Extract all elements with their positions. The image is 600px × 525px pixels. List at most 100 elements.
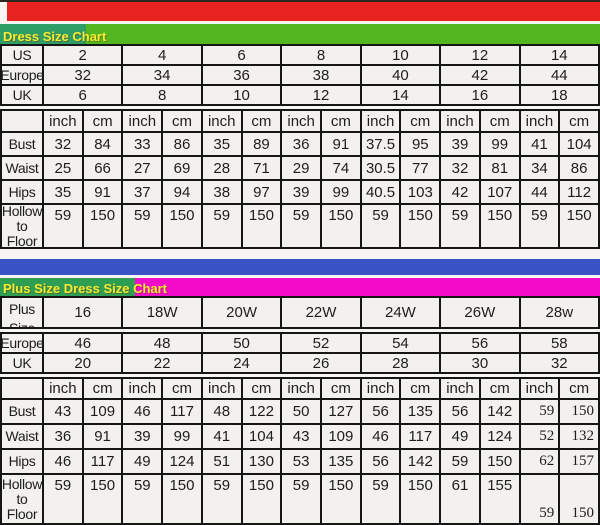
row-label: Bust	[1, 132, 43, 156]
unit-header-cell: inch	[122, 110, 163, 132]
measure-value-cell: 124	[162, 449, 202, 474]
measure-value-cell: 130	[241, 449, 282, 474]
unit-header-cell: cm	[400, 378, 441, 399]
unit-header-cell: inch	[440, 378, 480, 399]
unit-header-cell: cm	[162, 378, 202, 399]
row-label: Europe	[1, 65, 43, 85]
size-value-cell: 10	[201, 85, 282, 105]
measure-value-cell: 43	[43, 399, 83, 424]
measure-value-cell: 95	[400, 132, 441, 156]
size-value-cell: 10	[360, 45, 441, 65]
size-value-cell: 8	[281, 45, 361, 65]
row-label: Waist	[1, 424, 43, 449]
measure-value-cell: 51	[201, 449, 242, 474]
measure-value-cell: 150	[400, 204, 441, 248]
size-value-cell: 22W	[281, 297, 361, 328]
plus-chart-title: Plus Size Dress Size Chart	[3, 281, 168, 296]
size-value-cell: 56	[440, 333, 520, 353]
measure-value-cell: 59	[43, 474, 83, 524]
measure-value-cell: 59	[360, 204, 401, 248]
size-value-cell: 46	[43, 333, 123, 353]
measure-value-cell: 46	[43, 449, 83, 474]
measure-value-cell: 53	[281, 449, 321, 474]
measure-value-cell: 94	[162, 180, 202, 204]
measure-value-cell: 39	[122, 424, 163, 449]
row-label: Hollow to Floor	[1, 204, 43, 248]
size-value-cell: 54	[360, 333, 441, 353]
measure-value-cell: 117	[400, 424, 441, 449]
measure-value-cell: 86	[162, 132, 202, 156]
row-label-line: to Floor	[6, 217, 38, 248]
measure-value-cell: 99	[321, 180, 361, 204]
size-value-cell: 20W	[201, 297, 282, 328]
unit-header-cell: inch	[360, 110, 401, 132]
measure-value-cell: 37	[122, 180, 163, 204]
unit-header-cell: inch	[122, 378, 163, 399]
unit-header-cell: inch	[440, 110, 480, 132]
size-value-cell: 44	[519, 65, 599, 85]
measure-value-cell: 150	[82, 474, 123, 524]
measure-value-cell: 33	[122, 132, 163, 156]
unit-header-cell: cm	[241, 378, 282, 399]
size-value-cell: 12	[281, 85, 361, 105]
measure-value-cell: 56	[440, 399, 480, 424]
measure-value-cell: 112	[559, 180, 599, 204]
unit-header-cell: inch	[360, 378, 401, 399]
unit-header-cell: cm	[400, 110, 441, 132]
row-label: Plus Size	[1, 297, 43, 328]
unit-header-cell: inch	[519, 110, 560, 132]
size-value-cell: 30	[440, 353, 520, 373]
measure-value-cell: 49	[440, 424, 480, 449]
measure-value-cell: 43	[281, 424, 321, 449]
measure-value-cell: 99	[479, 132, 520, 156]
measure-value-cell: 86	[559, 156, 599, 180]
measure-value-cell: 30.5	[360, 156, 401, 180]
measure-value-cell: 142	[400, 449, 441, 474]
measure-value-cell: 28	[201, 156, 242, 180]
divider-bar	[0, 259, 600, 275]
measure-value-cell: 39	[281, 180, 321, 204]
row-label: Waist	[1, 156, 43, 180]
top-dark-line	[0, 0, 600, 2]
sizes-grid: Plus Size 16 18W 20W 22W 24W 26W 28w	[0, 296, 600, 329]
measure-value-cell: 142	[479, 399, 520, 424]
measure-value-cell: 56	[360, 399, 401, 424]
measure-value-cell: 135	[321, 449, 361, 474]
measure-value-cell: 91	[82, 180, 123, 204]
measures-grid: inch cm inch cm inch cm inch cm inch cm inch cm inch…	[0, 109, 600, 249]
red-banner	[7, 2, 600, 21]
row-label-line: Size	[8, 320, 36, 328]
measure-value-cell: 62	[519, 449, 560, 474]
regular-chart-title: Dress Size Chart	[3, 29, 107, 44]
unit-header-cell: cm	[559, 378, 599, 399]
measure-value-cell: 66	[82, 156, 123, 180]
row-label-line: Plus	[8, 301, 36, 317]
measure-value-cell: 29	[281, 156, 321, 180]
unit-header-cell: cm	[321, 378, 361, 399]
measure-value-cell: 99	[162, 424, 202, 449]
size-value-cell: 24W	[360, 297, 441, 328]
measure-value-cell: 40.5	[360, 180, 401, 204]
size-value-cell: 2	[43, 45, 123, 65]
measure-value-cell: 150	[241, 204, 282, 248]
measure-value-cell: 150	[559, 204, 599, 248]
size-value-cell: 26	[281, 353, 361, 373]
size-value-cell: 58	[519, 333, 599, 353]
measure-value-cell: 59	[440, 204, 480, 248]
measure-value-cell: 109	[82, 399, 123, 424]
size-value-cell: 18	[519, 85, 599, 105]
plus-size-table: Plus Size 16 18W 20W 22W 24W 26W 28w Europe 46 48 50…	[0, 296, 600, 525]
measure-value-cell: 61	[440, 474, 480, 524]
size-value-cell: 18W	[122, 297, 202, 328]
measure-value-cell: 42	[440, 180, 480, 204]
row-label-line: to Floor	[6, 490, 38, 522]
size-value-cell: 16	[43, 297, 123, 328]
measure-value-cell: 89	[241, 132, 282, 156]
size-value-cell: 20	[43, 353, 123, 373]
size-value-cell: 42	[440, 65, 520, 85]
size-value-cell: 52	[281, 333, 361, 353]
measure-value-cell: 27	[122, 156, 163, 180]
measure-value-cell: 32	[43, 132, 83, 156]
measure-value-cell: 46	[360, 424, 401, 449]
measure-value-cell: 150	[400, 474, 441, 524]
